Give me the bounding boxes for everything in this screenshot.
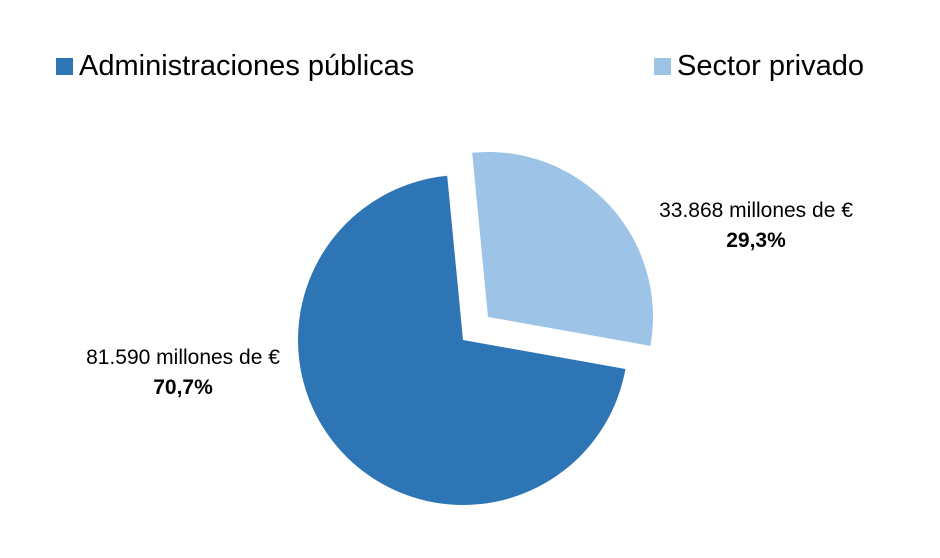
- data-label-sector-privado: 33.868 millones de € 29,3%: [648, 196, 864, 256]
- data-label-percent-sector-privado: 29,3%: [726, 229, 786, 252]
- legend-entry-sector-privado: Sector privado: [654, 50, 864, 83]
- data-label-amount-administraciones-publicas: 81.590 millones de €: [86, 346, 280, 369]
- data-label-administraciones-publicas: 81.590 millones de € 70,7%: [73, 343, 293, 403]
- pie-slice-administraciones-publicas: [297, 175, 626, 505]
- legend-label-sector-privado: Sector privado: [677, 50, 864, 82]
- data-label-amount-sector-privado: 33.868 millones de €: [659, 199, 853, 222]
- legend-entry-administraciones-publicas: Administraciones públicas: [56, 50, 414, 83]
- legend-swatch-sector-privado: [654, 58, 671, 75]
- pie-slice-sector-privado: [472, 151, 653, 346]
- legend-label-administraciones-publicas: Administraciones públicas: [79, 50, 415, 82]
- legend-swatch-administraciones-publicas: [56, 58, 73, 75]
- data-label-percent-administraciones-publicas: 70,7%: [153, 376, 213, 399]
